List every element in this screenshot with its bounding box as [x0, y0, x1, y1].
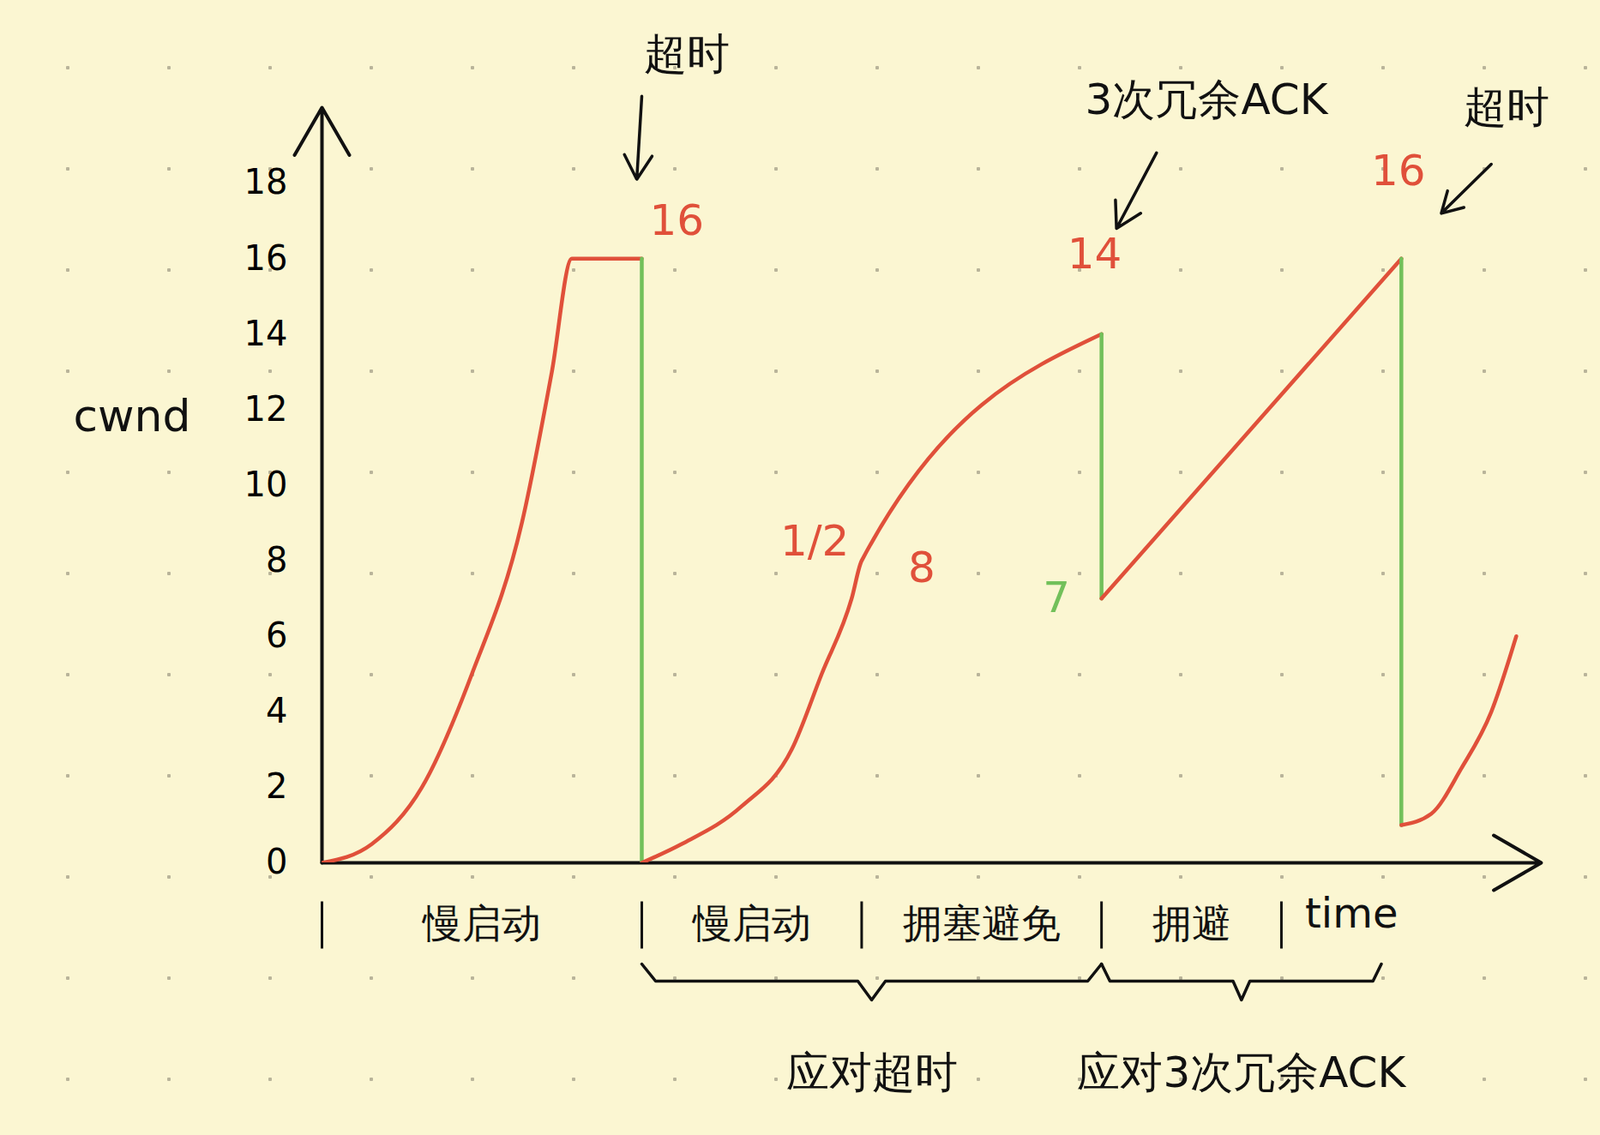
svg-text:超时: 超时: [1463, 82, 1550, 133]
svg-text:拥避: 拥避: [1152, 900, 1232, 947]
svg-text:14: 14: [244, 313, 289, 354]
svg-text:慢启动: 慢启动: [691, 900, 812, 947]
svg-text:2: 2: [265, 766, 288, 807]
svg-text:3次冗余ACK: 3次冗余ACK: [1085, 74, 1330, 125]
svg-text:14: 14: [1067, 228, 1123, 279]
svg-text:16: 16: [244, 238, 289, 278]
svg-text:cwnd: cwnd: [73, 390, 192, 442]
svg-text:8: 8: [265, 540, 288, 580]
svg-text:0: 0: [265, 842, 288, 882]
svg-text:12: 12: [244, 389, 289, 429]
svg-text:慢启动: 慢启动: [421, 900, 542, 947]
svg-text:应对超时: 应对超时: [786, 1047, 958, 1098]
svg-text:16: 16: [1371, 145, 1426, 196]
svg-text:6: 6: [265, 615, 288, 656]
svg-text:应对3次冗余ACK: 应对3次冗余ACK: [1076, 1047, 1407, 1098]
svg-text:1/2: 1/2: [780, 516, 849, 566]
svg-text:18: 18: [244, 162, 289, 202]
svg-text:超时: 超时: [643, 29, 730, 79]
svg-text:拥塞避免: 拥塞避免: [902, 900, 1061, 947]
svg-text:4: 4: [265, 691, 288, 731]
svg-text:8: 8: [908, 542, 936, 593]
svg-text:7: 7: [1042, 572, 1071, 623]
svg-text:10: 10: [244, 464, 289, 505]
svg-text:time: time: [1305, 889, 1398, 938]
svg-text:16: 16: [649, 195, 704, 246]
